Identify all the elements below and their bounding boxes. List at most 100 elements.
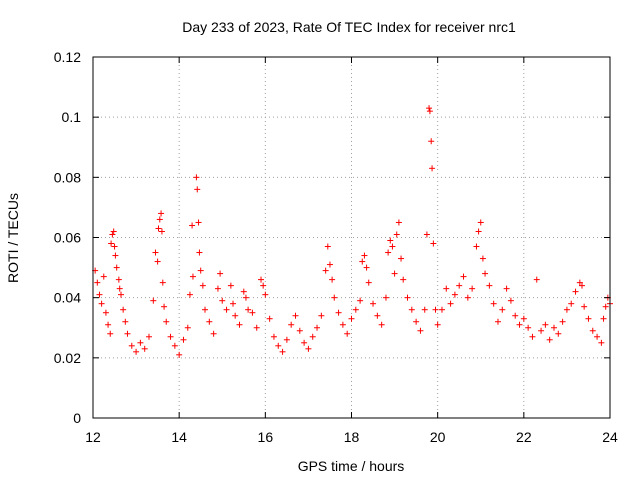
data-point <box>296 327 303 334</box>
plot-frame <box>92 56 611 419</box>
data-point <box>206 318 213 325</box>
data-point <box>108 240 115 247</box>
x-tick-label: 20 <box>430 429 446 445</box>
data-point <box>426 108 433 115</box>
data-point <box>219 297 226 304</box>
data-point <box>456 282 463 289</box>
data-point <box>322 267 329 274</box>
data-point <box>195 219 202 226</box>
data-point <box>253 324 260 331</box>
data-point <box>482 270 489 277</box>
data-point <box>262 291 269 298</box>
data-point <box>589 327 596 334</box>
data-point <box>189 273 196 280</box>
data-point <box>124 330 131 337</box>
data-point <box>137 339 144 346</box>
data-point <box>398 255 405 262</box>
data-point <box>122 318 129 325</box>
data-point <box>594 333 601 340</box>
data-point <box>193 174 200 181</box>
data-point <box>158 210 165 217</box>
data-point <box>184 324 191 331</box>
y-tick-label: 0.1 <box>62 109 82 125</box>
data-point <box>292 312 299 319</box>
data-point <box>258 276 265 283</box>
data-point <box>400 276 407 283</box>
data-point <box>98 300 105 307</box>
data-point <box>150 297 157 304</box>
data-point <box>503 285 510 292</box>
x-tick-label: 16 <box>258 429 274 445</box>
data-point <box>309 333 316 340</box>
data-point <box>171 342 178 349</box>
y-tick-label: 0.06 <box>54 230 81 246</box>
data-point <box>426 105 433 112</box>
data-points <box>92 105 613 358</box>
data-point <box>395 219 402 226</box>
y-tick-label: 0.12 <box>54 49 81 65</box>
data-point <box>365 279 372 286</box>
data-point <box>245 306 252 313</box>
data-point <box>266 315 273 322</box>
data-point <box>113 264 120 271</box>
data-point <box>585 315 592 322</box>
data-point <box>600 315 607 322</box>
data-point <box>116 285 123 292</box>
data-point <box>559 318 566 325</box>
data-point <box>525 324 532 331</box>
data-point <box>154 258 161 265</box>
data-point <box>180 336 187 343</box>
data-point <box>232 312 239 319</box>
data-point <box>199 282 206 289</box>
data-point <box>408 306 415 313</box>
data-point <box>163 318 170 325</box>
data-point <box>314 324 321 331</box>
x-tick-label: 22 <box>516 429 532 445</box>
data-point <box>413 318 420 325</box>
data-point <box>443 285 450 292</box>
data-point <box>242 294 249 301</box>
data-point <box>146 333 153 340</box>
x-tick-label: 24 <box>602 429 618 445</box>
y-tick-label: 0 <box>73 410 81 426</box>
data-point <box>156 216 163 223</box>
data-point <box>494 318 501 325</box>
data-point <box>223 306 230 313</box>
data-point <box>96 291 103 298</box>
data-point <box>434 321 441 328</box>
data-point <box>486 282 493 289</box>
data-point <box>155 225 162 232</box>
data-point <box>421 306 428 313</box>
data-point <box>533 276 540 283</box>
data-point <box>105 321 112 328</box>
data-point <box>189 222 196 229</box>
data-point <box>348 315 355 322</box>
data-point <box>499 306 506 313</box>
data-point <box>240 288 247 295</box>
data-point <box>100 273 107 280</box>
data-point <box>430 240 437 247</box>
data-point <box>176 351 183 358</box>
data-point <box>507 297 514 304</box>
data-point <box>363 264 370 271</box>
data-point <box>109 231 116 238</box>
data-point <box>447 300 454 307</box>
data-point <box>568 300 575 307</box>
data-point <box>451 291 458 298</box>
data-point <box>326 261 333 268</box>
data-point <box>335 309 342 316</box>
data-point <box>581 303 588 310</box>
data-point <box>357 297 364 304</box>
data-point <box>423 231 430 238</box>
data-point <box>352 306 359 313</box>
axis-ticks: 12 14 16 18 20 22 24 0 0.02 0.04 0.06 0.08 0.1 0.12 <box>54 49 618 445</box>
data-point <box>512 312 519 319</box>
data-point <box>236 321 243 328</box>
data-point <box>279 348 286 355</box>
data-point <box>133 348 140 355</box>
data-point <box>161 303 168 310</box>
x-tick-label: 18 <box>344 429 360 445</box>
data-point <box>572 288 579 295</box>
data-point <box>115 276 122 283</box>
